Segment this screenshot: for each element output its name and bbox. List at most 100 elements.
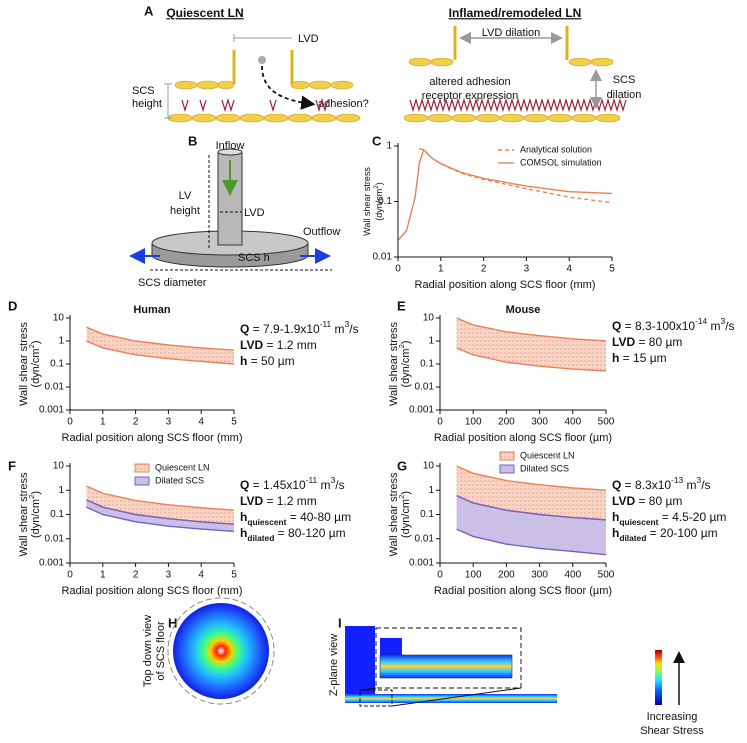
y-tick-label: 0.1 [378, 196, 392, 207]
text-segment: = 1.2 mm [263, 338, 317, 352]
panel-letter: I [338, 615, 342, 630]
text-segment: 3 [721, 316, 726, 326]
chart: 0.001 0.01 0.1 1 10 0 1 2 3 4 5 Radial position alo… [39, 461, 243, 597]
y-tick-label: 1 [58, 485, 64, 496]
y-tick-label: 0.01 [45, 533, 65, 544]
text-segment: h [612, 526, 619, 540]
y-tick-label: 1 [428, 336, 434, 347]
text-segment: 3 [697, 475, 702, 485]
legend-swatch [499, 464, 515, 474]
label: Z-plane view [328, 634, 340, 696]
text-segment: 2 [27, 344, 36, 348]
band-fill [456, 318, 606, 371]
text-segment: Wall shear stress [388, 322, 400, 406]
rich-text: (dyn/cm2) [27, 491, 42, 538]
tube-top [217, 148, 243, 156]
band-edge [86, 499, 235, 525]
colorbar [655, 650, 662, 705]
x-tick-label: 3 [166, 417, 172, 428]
panel-letter: H [168, 615, 177, 630]
band-fill [86, 499, 235, 532]
panel-letter: B [188, 133, 197, 148]
chart-title: Mouse [506, 304, 541, 316]
x-tick-label: 200 [498, 570, 515, 581]
y-tick-label: 10 [53, 313, 65, 324]
text-segment: = 80-120 µm [274, 526, 345, 540]
text-segment: 2 [397, 344, 406, 348]
label: altered adhesion [429, 76, 510, 88]
cells [167, 57, 621, 123]
x-tick-label: 1 [100, 417, 106, 428]
label: Increasing [647, 711, 698, 723]
text-segment: = 80 µm [635, 335, 682, 349]
x-tick-label: 0 [67, 417, 73, 428]
text-segment: (dyn/cm [30, 348, 42, 387]
text-segment: = 80 µm [635, 494, 682, 508]
panel-title: Quiescent LN [166, 6, 243, 20]
y-tick-label: 0.1 [420, 359, 434, 370]
x-tick-label: 2 [481, 264, 487, 275]
panel-a: Quiescent LN Inflamed/remodeled LN LVD a… [132, 6, 641, 123]
y-tick-label: 1 [386, 141, 392, 152]
label: Shear Stress [640, 725, 704, 737]
vessel [345, 626, 375, 694]
text-segment: LVD [240, 494, 263, 508]
label: LVD dilation [482, 27, 541, 39]
text-segment: Q [240, 478, 249, 492]
rich-text: LVD = 1.2 mm [240, 494, 317, 508]
y-tick-label: 0.1 [50, 359, 64, 370]
text-segment: -14 [695, 316, 707, 326]
y-tick-label: 0.01 [415, 382, 435, 393]
text-segment: quiescent [247, 517, 286, 527]
y-tick-label: 0.001 [409, 405, 434, 416]
band-fill [86, 327, 235, 364]
y-tick-label: 10 [53, 461, 65, 472]
panel-letter: E [397, 298, 406, 313]
chart: 0.01 0.1 1 0 1 2 3 4 5 Radial position along SCS … [373, 141, 616, 291]
x-tick-label: 500 [598, 417, 615, 428]
panel-b: Inflow LV height LVD Outflow SCS h SCS d… [129, 140, 340, 289]
chart-title: Human [133, 304, 171, 316]
label: SCS diameter [138, 277, 207, 289]
x-tick-label: 500 [598, 570, 615, 581]
y-tick-label: 0.1 [420, 509, 434, 520]
band-edge [86, 485, 235, 511]
label: LVD [298, 33, 319, 45]
label: SCS [132, 85, 155, 97]
inset-flow [379, 654, 513, 679]
text-segment: 2 [27, 495, 36, 499]
label: SCS [613, 74, 636, 86]
text-segment: (dyn/cm [400, 348, 412, 387]
label: LV [179, 190, 192, 202]
dashed-arrow [261, 65, 316, 110]
band-edge [456, 465, 607, 491]
line [397, 148, 613, 241]
text-segment: ) [374, 182, 384, 185]
text-segment: = 8.3-100x10 [621, 319, 695, 333]
x-axis-label: Radial position along SCS floor (mm) [415, 279, 596, 291]
band-edge [86, 340, 235, 365]
legend-swatch [134, 476, 150, 486]
band-fill [456, 495, 606, 555]
x-tick-label: 4 [198, 417, 204, 428]
text-segment: ) [400, 491, 412, 495]
label: Top down view [142, 615, 154, 687]
text-segment: dilated [619, 533, 646, 543]
heatmap [173, 603, 269, 699]
text-segment: (dyn/cm [374, 189, 384, 221]
band-edge [456, 347, 607, 372]
text-segment: m [317, 478, 330, 492]
text-segment: Q [240, 322, 249, 336]
text-segment: ) [30, 491, 42, 495]
text-segment: = 40-80 µm [286, 510, 351, 524]
text-segment: Wall shear stress [18, 322, 30, 406]
rich-text: Wall shear stress [388, 472, 400, 556]
x-axis-label: Radial position along SCS floor (µm) [434, 585, 612, 597]
text-segment: = 8.3x10 [621, 478, 671, 492]
x-tick-label: 300 [531, 417, 548, 428]
y-tick-label: 10 [423, 461, 435, 472]
text-segment: h [612, 510, 619, 524]
rich-text: (dyn/cm2) [373, 182, 384, 221]
text-segment: -11 [320, 319, 332, 329]
